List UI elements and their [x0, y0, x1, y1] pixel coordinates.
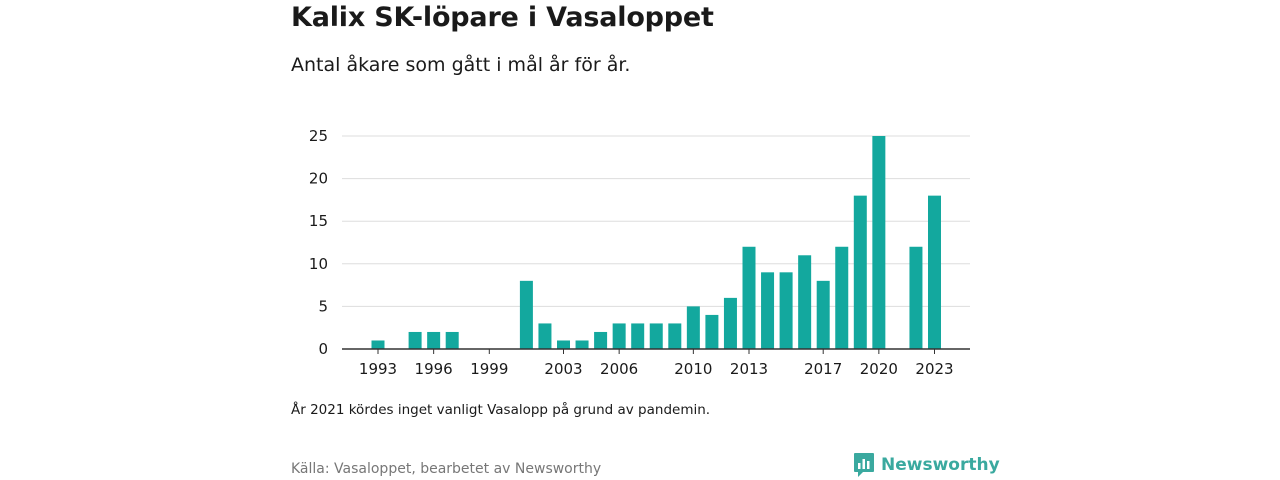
newsworthy-logo-icon: [854, 453, 874, 477]
bar: [686, 306, 700, 349]
bar: [928, 195, 941, 349]
chart-title: Kalix SK-löpare i Vasaloppet: [291, 2, 714, 33]
bar: [742, 246, 756, 349]
x-tick-label: 2003: [544, 360, 582, 378]
bar: [779, 272, 793, 349]
y-tick-label: 20: [309, 170, 328, 188]
bar: [853, 195, 867, 349]
bar: [445, 331, 459, 349]
y-tick-label: 25: [309, 127, 328, 145]
x-tick-label: 2020: [860, 360, 898, 378]
newsworthy-brand: Newsworthy: [853, 452, 1000, 478]
bar: [408, 331, 422, 349]
bar: [761, 272, 775, 349]
bar: [705, 314, 719, 349]
bar: [816, 280, 830, 349]
bar: [371, 340, 385, 349]
x-tick-label: 2017: [804, 360, 842, 378]
y-tick-label: 10: [309, 255, 328, 273]
y-tick-label: 0: [318, 340, 328, 358]
bar: [872, 136, 886, 349]
x-tick-label: 2013: [730, 360, 768, 378]
bar: [798, 255, 812, 349]
bar: [557, 340, 570, 349]
x-tick-label: 1993: [359, 360, 397, 378]
bar: [538, 323, 552, 349]
bar: [519, 280, 533, 349]
bar: [668, 323, 682, 349]
source-text: Källa: Vasaloppet, bearbetet av Newswort…: [291, 461, 602, 477]
brand-name: Newsworthy: [881, 455, 1000, 475]
x-tick-label: 2023: [915, 360, 953, 378]
chart-note: År 2021 kördes inget vanligt Vasalopp på…: [291, 402, 711, 418]
bar: [612, 323, 626, 349]
bar: [575, 340, 589, 349]
x-tick-label: 1999: [470, 360, 508, 378]
bar: [631, 323, 645, 349]
bar: [723, 297, 737, 349]
bar-chart: 0 5 10 15 20 25 1993 1996 1999 2003 2006 2010 2013 20…: [309, 127, 970, 378]
x-tick-label: 1996: [415, 360, 453, 378]
chart-subtitle: Antal åkare som gått i mål år för år.: [291, 54, 631, 76]
bar: [649, 323, 663, 349]
x-tick-label: 2010: [674, 360, 712, 378]
bar: [909, 246, 923, 349]
y-tick-label: 5: [318, 297, 328, 315]
bar: [594, 331, 608, 349]
bar: [835, 246, 849, 349]
bar: [427, 331, 441, 349]
y-tick-label: 15: [309, 212, 328, 230]
x-tick-label: 2006: [600, 360, 638, 378]
